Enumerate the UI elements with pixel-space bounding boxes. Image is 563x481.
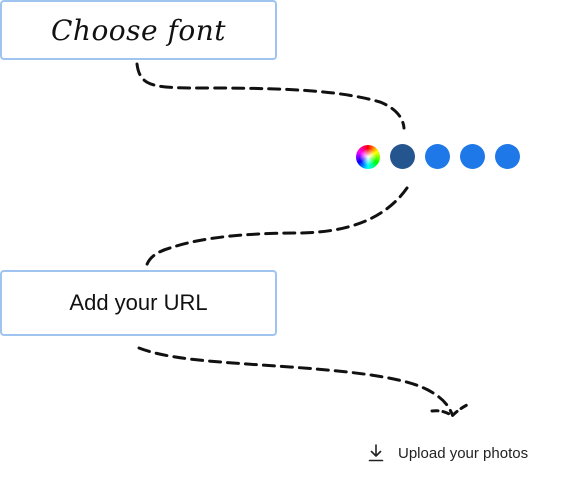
blue-swatch-1[interactable] bbox=[425, 144, 450, 169]
arrow-head-icon bbox=[430, 403, 469, 419]
custom-color-swatch[interactable] bbox=[356, 144, 380, 169]
blue-swatch-3[interactable] bbox=[495, 144, 520, 169]
color-swatches bbox=[356, 144, 520, 169]
upload-photos-button[interactable]: Upload your photos bbox=[368, 442, 528, 464]
connector-url-to-upload bbox=[137, 346, 454, 416]
add-url-button[interactable]: Add your URL bbox=[0, 270, 277, 336]
download-arrow-icon bbox=[368, 444, 384, 462]
connector-font-to-colors bbox=[135, 62, 406, 130]
choose-font-button[interactable]: Choose font bbox=[0, 0, 277, 60]
upload-photos-label: Upload your photos bbox=[398, 444, 529, 462]
blue-swatch-2[interactable] bbox=[460, 144, 485, 169]
connector-colors-to-url bbox=[144, 186, 409, 272]
navy-blue-swatch[interactable] bbox=[390, 144, 415, 169]
